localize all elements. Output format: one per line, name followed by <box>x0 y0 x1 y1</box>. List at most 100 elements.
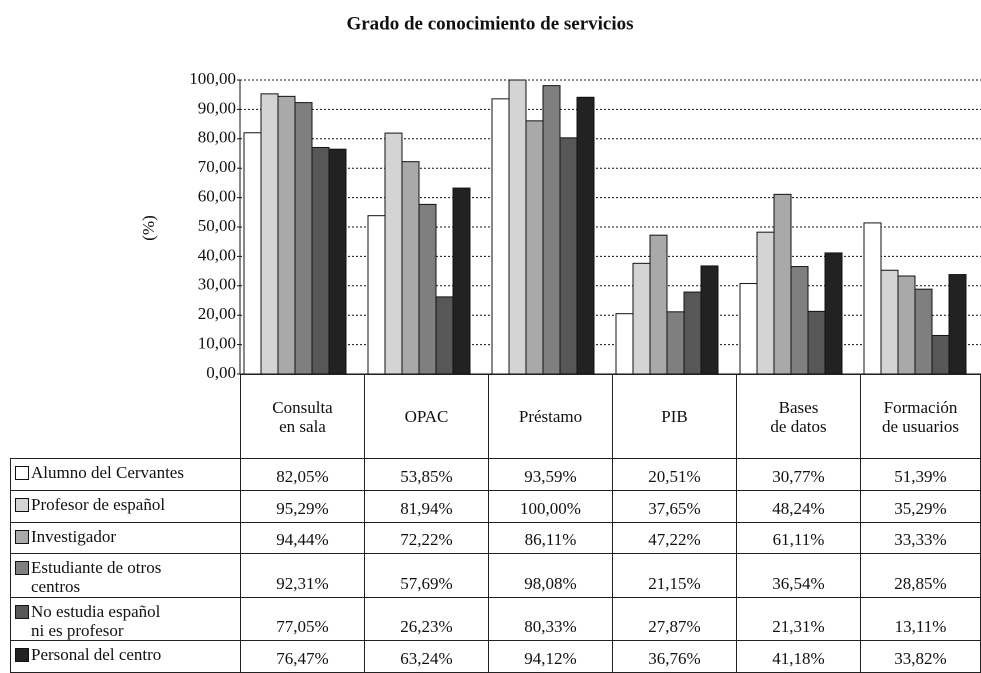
value-cell: 82,05% <box>240 458 365 491</box>
legend-label: Estudiante de otros centros <box>31 558 162 596</box>
value-cell: 33,82% <box>860 640 981 673</box>
value-cell: 80,33% <box>488 597 613 641</box>
legend-label: No estudia español ni es profesor <box>31 602 161 640</box>
bar <box>931 334 950 375</box>
bar <box>401 161 420 375</box>
value-cell: 53,85% <box>364 458 489 491</box>
value-cell: 77,05% <box>240 597 365 641</box>
legend-entry: Profesor de español <box>10 490 241 523</box>
bar <box>948 274 967 375</box>
legend-swatch <box>15 498 29 512</box>
legend-label: Alumno del Cervantes <box>31 463 184 482</box>
bar <box>739 283 758 375</box>
bar <box>435 296 454 375</box>
legend-swatch <box>15 648 29 662</box>
bar <box>576 96 595 375</box>
legend-label: Profesor de español <box>31 495 166 514</box>
bar <box>525 120 544 375</box>
value-cell: 35,29% <box>860 490 981 523</box>
value-cell: 33,33% <box>860 522 981 554</box>
legend-swatch <box>15 561 29 575</box>
category-header: Formación de usuarios <box>860 374 981 459</box>
value-cell: 72,22% <box>364 522 489 554</box>
bar <box>897 275 916 375</box>
category-header: OPAC <box>364 374 489 459</box>
bar <box>311 146 330 375</box>
bar <box>790 266 809 375</box>
value-cell: 94,12% <box>488 640 613 673</box>
y-tick-label: 10,00 <box>198 334 236 353</box>
category-header: Consulta en sala <box>240 374 365 459</box>
value-cell: 41,18% <box>736 640 861 673</box>
bar <box>649 234 668 375</box>
value-cell: 36,76% <box>612 640 737 673</box>
y-tick-label: 30,00 <box>198 275 236 294</box>
value-cell: 93,59% <box>488 458 613 491</box>
bar <box>773 193 792 375</box>
value-cell: 95,29% <box>240 490 365 523</box>
page: {"chart_data": {"type": "bar", "title": … <box>10 13 981 673</box>
category-header: PIB <box>612 374 737 459</box>
legend-entry: Estudiante de otros centros <box>10 553 241 598</box>
value-cell: 30,77% <box>736 458 861 491</box>
y-tick-label: 60,00 <box>198 187 236 206</box>
bar <box>542 85 561 375</box>
bar <box>260 93 279 375</box>
y-tick-label: 70,00 <box>198 157 236 176</box>
value-cell: 51,39% <box>860 458 981 491</box>
bar <box>277 95 296 375</box>
legend-swatch <box>15 605 29 619</box>
value-cell: 37,65% <box>612 490 737 523</box>
bar <box>294 102 313 375</box>
legend-swatch <box>15 530 29 544</box>
bar <box>632 262 651 375</box>
y-axis-label: (%) <box>139 215 158 240</box>
bar <box>452 187 471 375</box>
category-header: Bases de datos <box>736 374 861 459</box>
legend-entry: Personal del centro <box>10 640 241 673</box>
legend-swatch <box>15 466 29 480</box>
bar <box>880 269 899 375</box>
bar <box>243 132 262 375</box>
value-cell: 57,69% <box>364 553 489 598</box>
chart-title: Grado de conocimiento de servicios <box>346 13 633 34</box>
value-cell: 47,22% <box>612 522 737 554</box>
value-cell: 94,44% <box>240 522 365 554</box>
value-cell: 98,08% <box>488 553 613 598</box>
legend-label: Personal del centro <box>31 645 162 664</box>
y-tick-label: 40,00 <box>198 245 236 264</box>
value-cell: 21,31% <box>736 597 861 641</box>
bar <box>666 311 685 375</box>
bar <box>807 310 826 375</box>
bar <box>508 79 527 375</box>
bar <box>491 98 510 375</box>
value-cell: 76,47% <box>240 640 365 673</box>
value-cell: 28,85% <box>860 553 981 598</box>
value-cell: 61,11% <box>736 522 861 554</box>
y-tick-label: 80,00 <box>198 128 236 147</box>
legend-entry: Investigador <box>10 522 241 554</box>
legend-entry: Alumno del Cervantes <box>10 458 241 491</box>
bar <box>615 313 634 375</box>
value-cell: 86,11% <box>488 522 613 554</box>
legend-entry: No estudia español ni es profesor <box>10 597 241 641</box>
value-cell: 26,23% <box>364 597 489 641</box>
value-cell: 63,24% <box>364 640 489 673</box>
bar <box>700 265 719 375</box>
value-cell: 36,54% <box>736 553 861 598</box>
value-cell: 100,00% <box>488 490 613 523</box>
bar <box>559 137 578 375</box>
bar <box>683 291 702 375</box>
value-cell: 20,51% <box>612 458 737 491</box>
y-tick-label: 50,00 <box>198 216 236 235</box>
value-cell: 81,94% <box>364 490 489 523</box>
bar <box>367 215 386 375</box>
value-cell: 27,87% <box>612 597 737 641</box>
y-tick-label: 100,00 <box>189 69 236 88</box>
value-cell: 21,15% <box>612 553 737 598</box>
y-tick-label: 90,00 <box>198 98 236 117</box>
bar <box>863 222 882 375</box>
bar <box>328 148 347 375</box>
y-tick-label: 0,00 <box>206 363 236 382</box>
value-cell: 48,24% <box>736 490 861 523</box>
